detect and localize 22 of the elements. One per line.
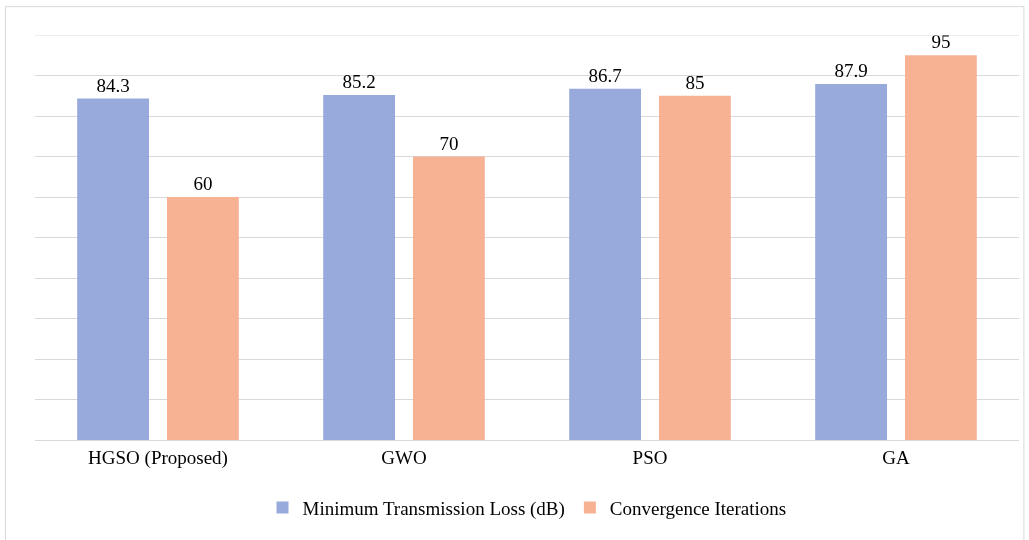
bar bbox=[904, 55, 977, 440]
data-label: 70 bbox=[439, 132, 459, 154]
bar bbox=[166, 197, 239, 440]
legend-label: Convergence Iterations bbox=[609, 497, 787, 519]
x-tick-label: PSO bbox=[632, 446, 668, 468]
data-label: 60 bbox=[193, 173, 213, 194]
data-label: 85 bbox=[685, 71, 705, 93]
data-label: 85.2 bbox=[342, 70, 376, 92]
bar bbox=[658, 95, 731, 440]
bar bbox=[569, 88, 642, 440]
bar bbox=[77, 98, 150, 440]
x-tick-label: GA bbox=[882, 446, 910, 468]
bar bbox=[412, 156, 485, 440]
bar bbox=[323, 94, 396, 440]
x-tick-label: GWO bbox=[381, 446, 427, 468]
data-label: 87.9 bbox=[834, 60, 868, 82]
x-tick-label: HGSO (Proposed) bbox=[88, 446, 228, 469]
legend-label: Minimum Transmission Loss (dB) bbox=[302, 497, 565, 520]
data-label: 95 bbox=[931, 31, 951, 53]
bar bbox=[815, 84, 888, 440]
data-label: 84.3 bbox=[96, 74, 130, 96]
data-label: 86.7 bbox=[588, 64, 622, 86]
